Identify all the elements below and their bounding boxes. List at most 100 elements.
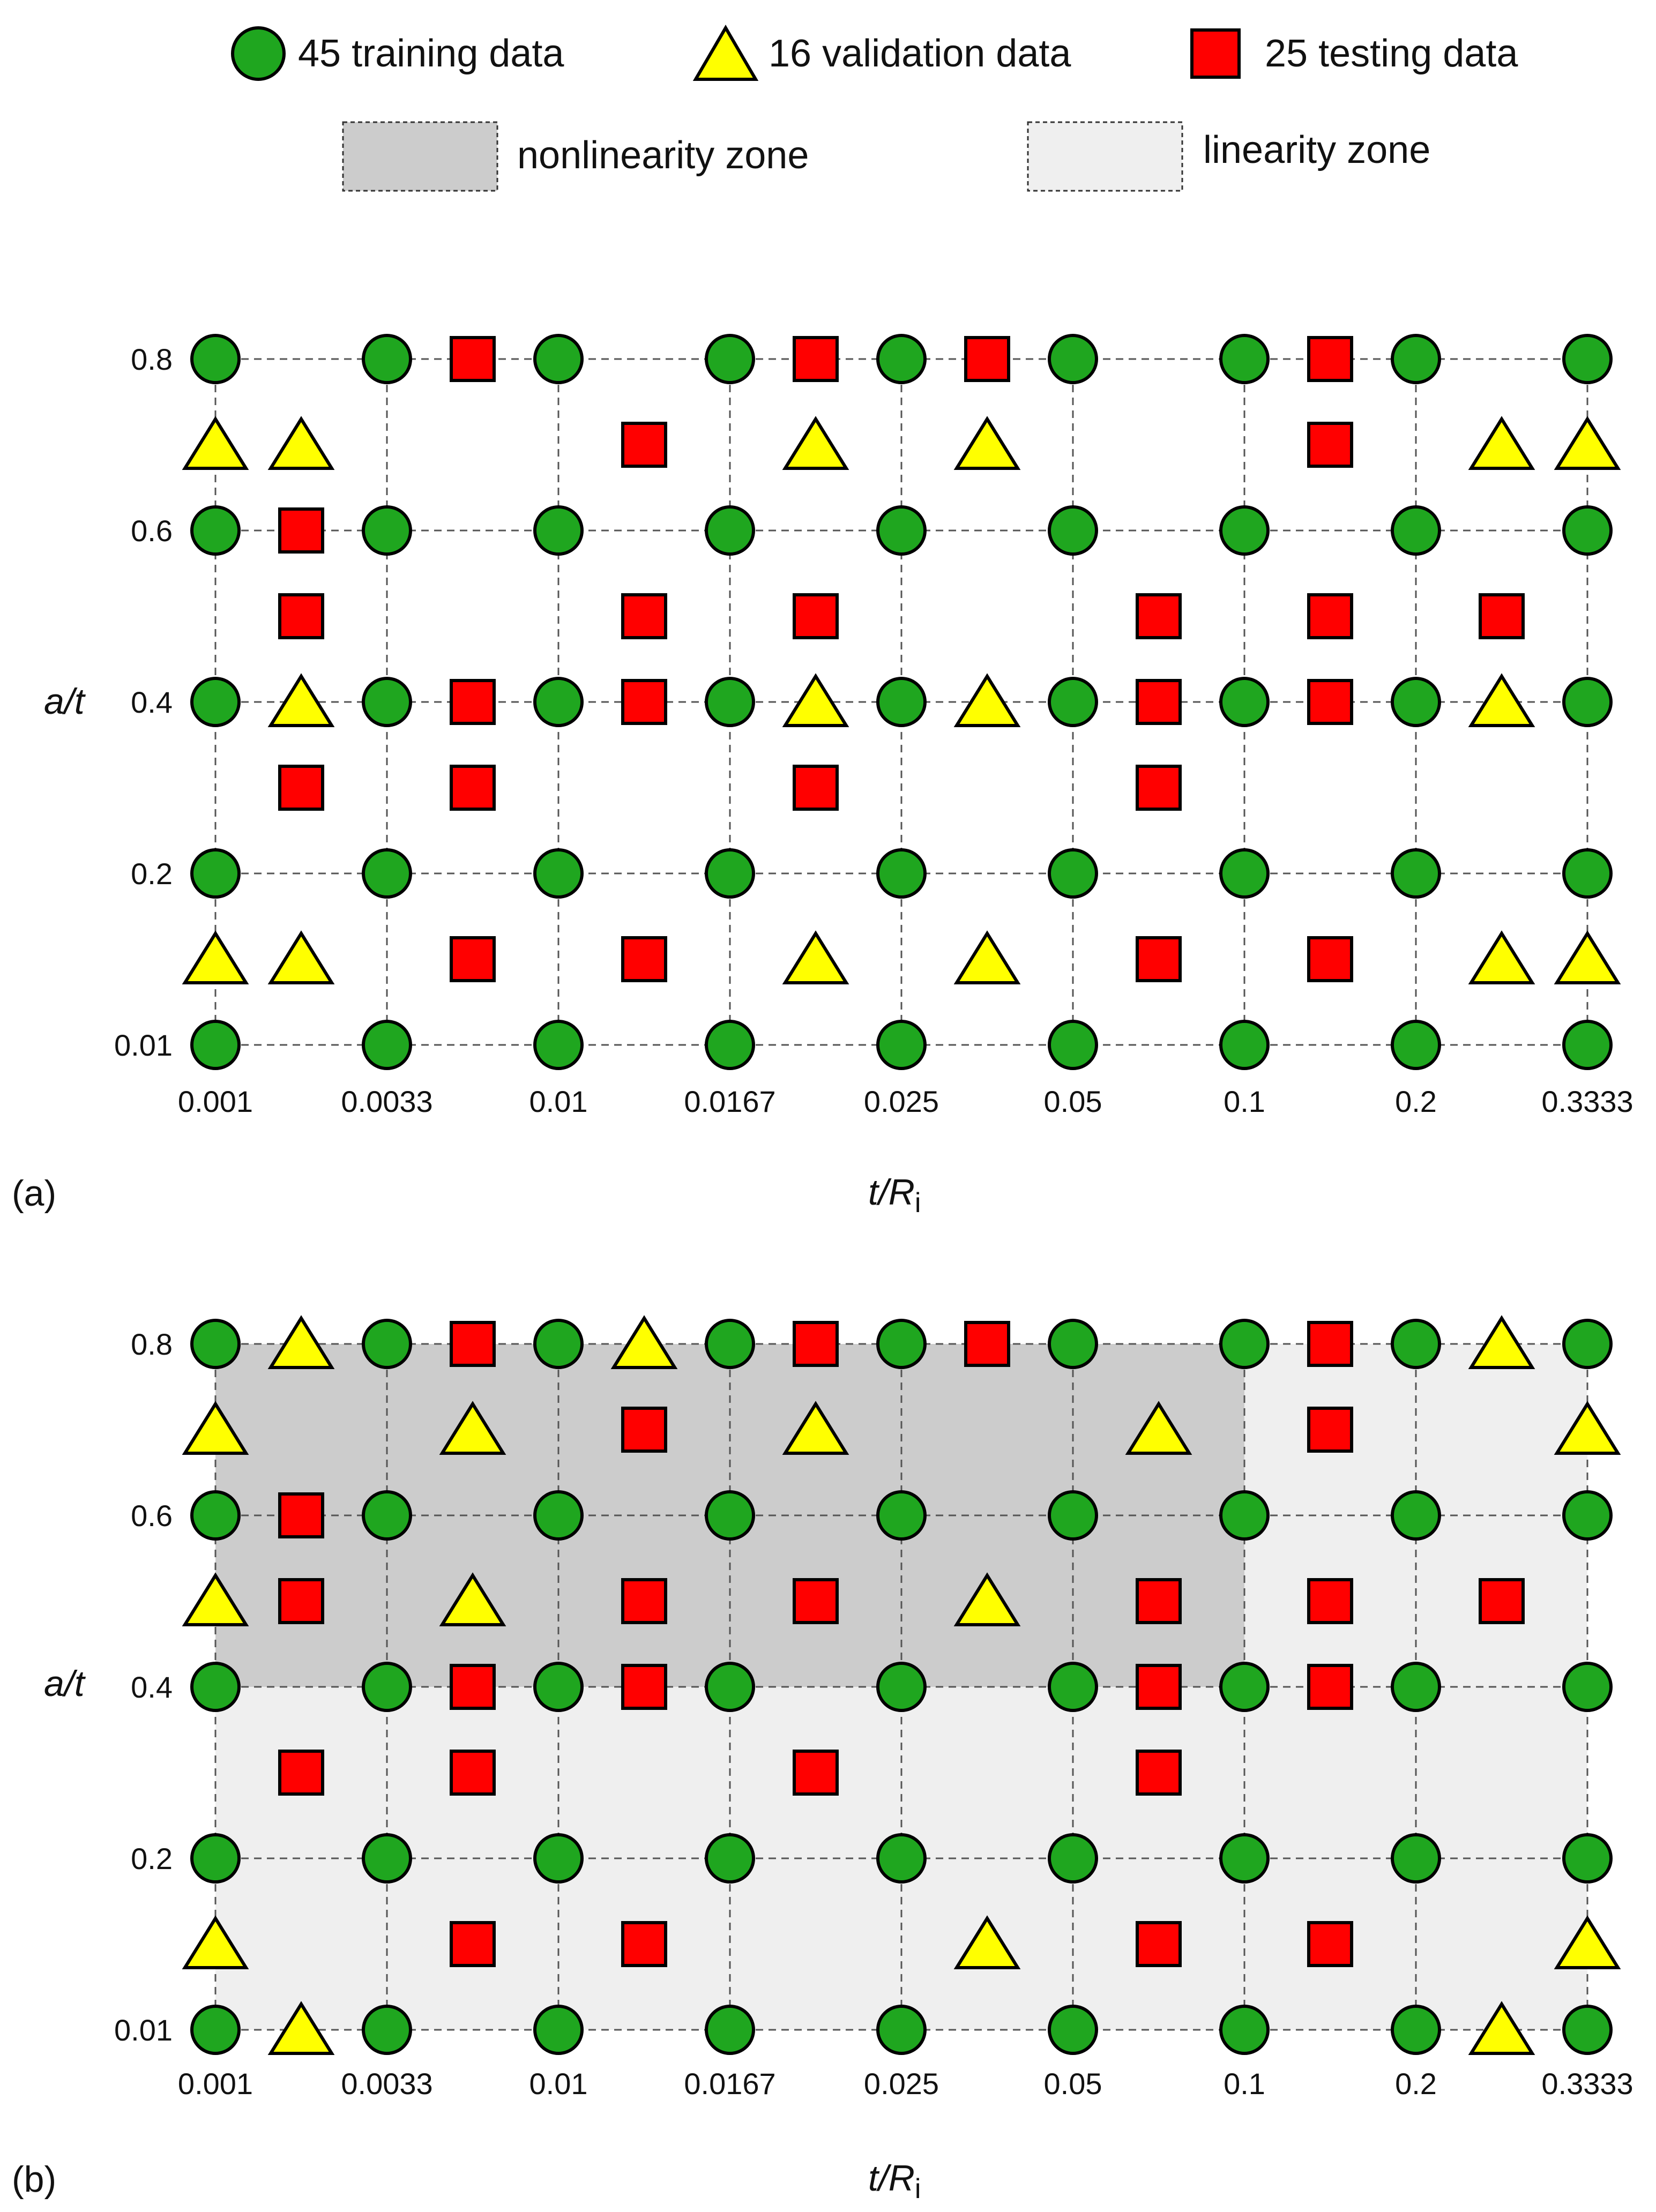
training-point — [533, 1833, 584, 1884]
testing-point — [450, 936, 496, 982]
validation-point — [267, 2001, 335, 2055]
training-point — [1048, 505, 1098, 556]
validation-point — [1468, 673, 1535, 727]
training-point — [1048, 1319, 1098, 1369]
training-point — [1562, 1833, 1613, 1884]
validation-point — [953, 673, 1021, 727]
training-point — [1391, 1662, 1441, 1712]
panel-a-ylabel: a/t — [44, 681, 86, 722]
panel-a-x-tick-label: 0.1 — [1224, 1085, 1265, 1118]
testing-point — [1136, 679, 1182, 725]
training-point — [876, 677, 927, 727]
legend-training-marker — [231, 26, 286, 81]
legend: 45 training data 16 validation data 25 t… — [231, 25, 1518, 192]
panel-a-tag: (a) — [12, 1173, 56, 1214]
training-point — [1562, 2005, 1613, 2055]
training-point — [1048, 848, 1098, 899]
training-point — [705, 1020, 755, 1070]
testing-point — [1307, 679, 1353, 725]
panel-a-x-tick-label: 0.025 — [864, 1085, 939, 1118]
training-point — [705, 334, 755, 384]
testing-point — [1479, 593, 1525, 639]
testing-point — [1136, 765, 1182, 811]
validation-point — [782, 1401, 849, 1455]
testing-point — [621, 1407, 667, 1453]
legend-testing-label: 25 testing data — [1265, 32, 1518, 75]
testing-point — [793, 1750, 839, 1796]
training-point — [705, 1490, 755, 1541]
training-point — [1048, 1490, 1098, 1541]
training-point — [362, 1319, 412, 1369]
testing-point — [450, 1750, 496, 1796]
panel-a-y-tick-label: 0.2 — [131, 857, 173, 891]
legend-linearity-swatch — [1027, 121, 1183, 192]
training-point — [190, 1319, 241, 1369]
validation-point — [182, 1915, 249, 1969]
panel-b-y-tick-label: 0.8 — [131, 1327, 173, 1361]
training-point — [362, 2005, 412, 2055]
training-point — [1391, 2005, 1441, 2055]
training-point — [1391, 1020, 1441, 1070]
training-point — [1219, 1319, 1270, 1369]
training-point — [362, 505, 412, 556]
legend-training-label: 45 training data — [298, 32, 564, 75]
validation-point — [267, 1315, 335, 1369]
testing-point — [1307, 336, 1353, 382]
legend-validation-marker — [692, 25, 759, 81]
training-point — [190, 1833, 241, 1884]
validation-point — [610, 1315, 678, 1369]
panel-a-x-tick-label: 0.3333 — [1541, 1085, 1633, 1118]
training-point — [533, 1319, 584, 1369]
testing-point — [793, 336, 839, 382]
training-point — [1219, 1020, 1270, 1070]
testing-point — [621, 1664, 667, 1710]
panel-b-tag: (b) — [12, 2159, 56, 2200]
testing-point — [1307, 936, 1353, 982]
panel-b-y-tick-label: 0.2 — [131, 1842, 173, 1875]
training-point — [533, 1490, 584, 1541]
testing-point — [1136, 593, 1182, 639]
testing-point — [621, 1921, 667, 1967]
validation-point — [782, 416, 849, 470]
training-point — [190, 1662, 241, 1712]
training-point — [533, 1662, 584, 1712]
validation-point — [953, 1572, 1021, 1626]
panel-a-y-tick-label: 0.4 — [131, 685, 173, 719]
validation-point — [953, 930, 1021, 984]
training-point — [1219, 334, 1270, 384]
training-point — [1219, 1833, 1270, 1884]
validation-point — [782, 673, 849, 727]
panel-a-x-tick-label: 0.2 — [1395, 1085, 1437, 1118]
panel-b-x-tick-label: 0.01 — [529, 2067, 588, 2101]
testing-point — [278, 593, 324, 639]
validation-point — [1468, 1315, 1535, 1369]
training-point — [1219, 1662, 1270, 1712]
training-point — [705, 1319, 755, 1369]
testing-point — [1307, 1407, 1353, 1453]
panel-a-y-tick-label: 0.6 — [131, 514, 173, 548]
testing-point — [450, 765, 496, 811]
panel-a-x-tick-label: 0.0033 — [341, 1085, 432, 1118]
panel-b-x-tick-label: 0.001 — [178, 2067, 253, 2101]
panel-b-x-tick-label: 0.1 — [1224, 2067, 1265, 2101]
testing-point — [278, 1750, 324, 1796]
training-point — [533, 848, 584, 899]
testing-point — [1307, 1321, 1353, 1367]
panel-a-x-tick-label: 0.001 — [178, 1085, 253, 1118]
testing-point — [450, 1921, 496, 1967]
training-point — [876, 1020, 927, 1070]
legend-testing-marker — [1190, 28, 1241, 79]
validation-point — [1554, 1915, 1621, 1969]
panel-b: 0.001 0.0033 0.01 0.0167 0.025 0.05 0.1 0.2 0.33… — [12, 1315, 1633, 2204]
testing-point — [1307, 1578, 1353, 1624]
panel-b-x-ticks: 0.001 0.0033 0.01 0.0167 0.025 0.05 0.1 0.2 0.33… — [178, 2067, 1633, 2101]
training-point — [533, 505, 584, 556]
training-point — [1391, 1490, 1441, 1541]
training-point — [362, 677, 412, 727]
training-point — [1219, 848, 1270, 899]
panel-b-y-ticks: 0.01 0.2 0.4 0.6 0.8 — [114, 1327, 173, 2047]
training-point — [1562, 334, 1613, 384]
training-point — [1219, 1490, 1270, 1541]
training-point — [1048, 1662, 1098, 1712]
